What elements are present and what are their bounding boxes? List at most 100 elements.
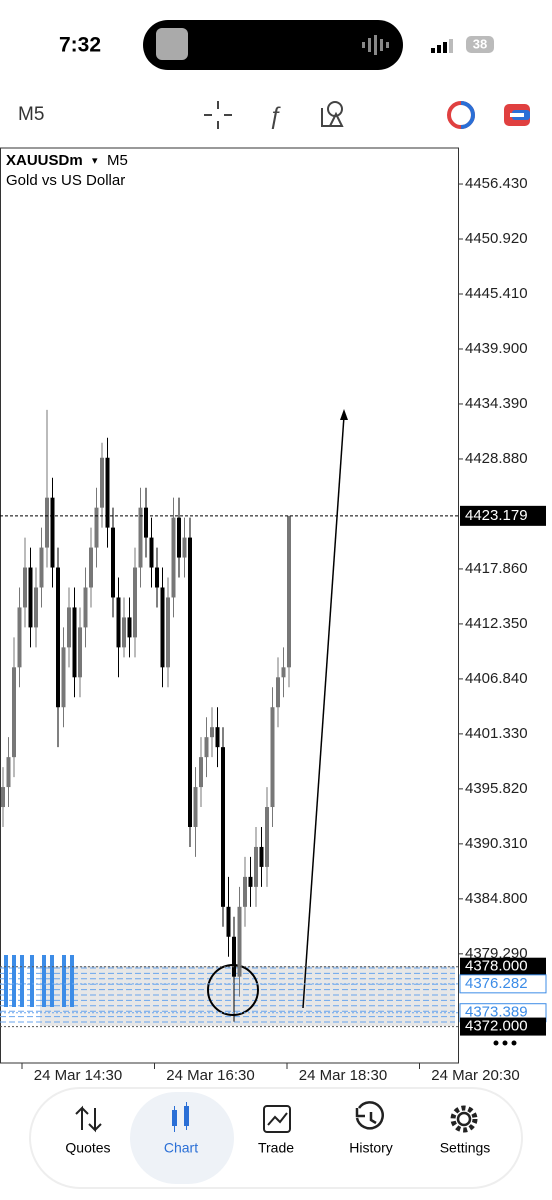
y-tick-label: 4428.880: [465, 450, 528, 467]
nav-label[interactable]: Chart: [164, 1140, 198, 1156]
symbol: XAUUSDm: [6, 152, 83, 169]
y-tick-label: 4445.410: [465, 285, 528, 302]
objects-icon[interactable]: [321, 101, 344, 127]
candle-body: [215, 727, 220, 748]
candle-body: [111, 527, 115, 598]
candle-body: [127, 617, 132, 638]
nav-label[interactable]: History: [349, 1140, 393, 1156]
y-tick-label: 4379.290: [465, 945, 528, 962]
y-tick-label: 4390.310: [465, 835, 528, 852]
candle-body: [138, 507, 143, 568]
level-box: [459, 974, 547, 994]
candle-body: [166, 597, 170, 668]
y-tick-label: 4439.900: [465, 340, 528, 357]
y-tick-label: 4450.920: [465, 230, 528, 247]
order-markers: [4, 955, 74, 1007]
candle-body: [83, 587, 88, 628]
candle-body: [171, 517, 176, 598]
battery-level: 38: [473, 36, 487, 51]
candle-body: [210, 727, 214, 738]
y-tick-label: 4401.330: [465, 725, 528, 742]
candle-body: [6, 757, 11, 788]
candle-body: [226, 906, 231, 937]
level-box: [460, 957, 546, 976]
candle-body: [94, 507, 99, 548]
candle-body: [232, 936, 236, 977]
timeframe-button[interactable]: M5: [18, 104, 44, 125]
candle-body: [1, 787, 5, 808]
candle-body: [276, 677, 280, 708]
nav-selected: [130, 1092, 234, 1184]
candle-body: [12, 667, 16, 758]
candle-body: [89, 547, 93, 588]
candle-body: [254, 846, 258, 887]
album-art: [156, 28, 188, 60]
candle-body: [133, 567, 137, 638]
candle-body: [182, 537, 187, 558]
trade-icon[interactable]: [504, 104, 530, 126]
history-icon: [355, 1101, 384, 1130]
symbol-caret: ▾: [92, 155, 98, 167]
candle-body: [105, 457, 110, 528]
clock: 7:32: [59, 34, 101, 57]
y-tick-label: 4434.390: [465, 395, 528, 412]
x-tick-label: 24 Mar 20:30: [431, 1067, 519, 1084]
candle-body: [155, 567, 159, 588]
y-tick-label: 4395.820: [465, 780, 528, 797]
y-tick-label: 4456.430: [465, 175, 528, 192]
chart-icon: [172, 1102, 189, 1132]
trade-nav-icon: [263, 1105, 291, 1133]
battery: [466, 36, 494, 53]
candle-body: [56, 567, 60, 708]
audio-wave: [362, 35, 389, 55]
candle-body: [188, 537, 192, 827]
candle-body: [259, 846, 264, 867]
indicator-icon[interactable]: ƒ: [268, 102, 281, 129]
candle-body: [72, 607, 77, 678]
candle-body: [67, 607, 71, 648]
nav-label[interactable]: Settings: [440, 1140, 491, 1156]
level-box: [460, 1017, 546, 1036]
candle-body: [144, 507, 148, 538]
candle-body: [199, 757, 203, 788]
candle-body: [243, 876, 247, 907]
y-tick-label: 4384.800: [465, 890, 528, 907]
candle-body: [204, 737, 209, 758]
arrow-line: [302, 415, 345, 1009]
settings-icon: [450, 1105, 478, 1133]
candle-body: [237, 906, 242, 977]
more-dots: [493, 1040, 517, 1046]
account-icon[interactable]: [447, 101, 475, 129]
candle-body: [39, 547, 44, 588]
dynamic-island: [143, 20, 403, 70]
candle-body: [177, 517, 181, 558]
candle-body: [34, 587, 38, 628]
candle-body: [193, 787, 198, 827]
candle-body: [160, 587, 165, 668]
candle-body: [287, 515, 291, 668]
crosshair-icon[interactable]: [204, 101, 232, 129]
chart-timeframe: M5: [107, 152, 128, 169]
candle-body: [265, 807, 269, 867]
arrow-head: [340, 409, 348, 420]
candle-body: [270, 707, 275, 808]
level-label: 4376.282: [465, 975, 528, 992]
candle-body: [248, 876, 253, 887]
level-label: 4378.000: [465, 958, 528, 975]
level-label: 4373.389: [465, 1004, 528, 1021]
nav-label[interactable]: Quotes: [65, 1140, 110, 1156]
x-tick-label: 24 Mar 14:30: [34, 1067, 122, 1084]
candle-body: [221, 747, 225, 907]
level-label: 4372.000: [465, 1018, 528, 1035]
signal: [431, 39, 453, 53]
y-tick-label: 4406.840: [465, 670, 528, 687]
candle-body: [28, 567, 33, 628]
candle-body: [17, 607, 22, 668]
candle-body: [78, 627, 82, 678]
chart-subtitle: Gold vs US Dollar: [6, 172, 125, 189]
nav-label[interactable]: Trade: [258, 1140, 294, 1156]
quotes-icon: [75, 1105, 102, 1133]
current-price-label: 4423.179: [465, 507, 528, 524]
